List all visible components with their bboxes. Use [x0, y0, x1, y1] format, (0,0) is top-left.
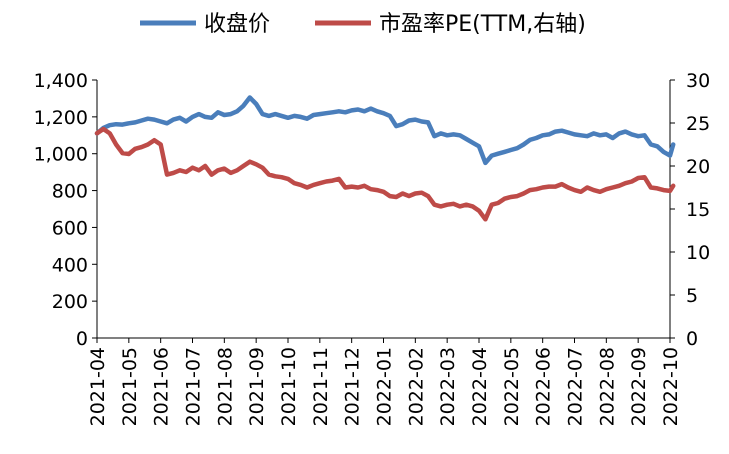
x-tick-label: 2022-09 [628, 347, 650, 426]
x-tick-label: 2022-10 [660, 347, 682, 426]
series-line-close-price [94, 95, 676, 166]
left-tick-label: 0 [76, 328, 88, 350]
left-tick-label: 800 [52, 181, 88, 203]
x-axis-ticks: 2021-04 2021-05 2021-06 2021-07 2021-08 2021-… [87, 338, 682, 426]
x-tick-label: 2021-08 [214, 347, 236, 426]
legend: 收盘价 市盈率PE(TTM,右轴) [140, 12, 586, 37]
left-tick-label: 200 [52, 291, 88, 313]
x-tick-label: 2022-01 [374, 347, 396, 426]
left-tick-label: 400 [52, 254, 88, 276]
x-tick-label: 2022-06 [533, 347, 555, 426]
right-tick-label: 5 [686, 285, 698, 307]
x-tick-label: 2022-08 [596, 347, 618, 426]
left-tick-label: 1,000 [34, 144, 88, 166]
left-tick-label: 600 [52, 217, 88, 239]
x-tick-label: 2021-10 [278, 347, 300, 426]
series-group [94, 95, 676, 222]
left-axis-ticks: 0 200 400 600 800 1,000 1,200 1,400 [34, 70, 97, 350]
x-tick-label: 2022-03 [437, 347, 459, 426]
x-tick-label: 2021-12 [342, 347, 364, 426]
x-tick-label: 2021-07 [183, 347, 205, 426]
left-tick-label: 1,200 [34, 107, 88, 129]
legend-label-pe-ratio: 市盈率PE(TTM,右轴) [379, 12, 586, 37]
x-tick-label: 2021-05 [119, 347, 141, 426]
x-tick-label: 2022-05 [501, 347, 523, 426]
series-line-pe-ratio [94, 126, 676, 222]
right-tick-label: 25 [686, 113, 710, 135]
x-tick-label: 2022-02 [405, 347, 427, 426]
legend-label-close-price: 收盘价 [204, 12, 270, 37]
x-tick-label: 2021-04 [87, 347, 109, 426]
x-tick-label: 2022-07 [565, 347, 587, 426]
x-tick-label: 2022-04 [469, 347, 491, 426]
right-tick-label: 10 [686, 242, 710, 264]
right-tick-label: 30 [686, 70, 710, 92]
left-tick-label: 1,400 [34, 70, 88, 92]
right-tick-label: 20 [686, 156, 710, 178]
x-tick-label: 2021-09 [246, 347, 268, 426]
right-tick-label: 0 [686, 328, 698, 350]
right-axis-ticks: 0 5 10 15 20 25 30 [670, 70, 710, 350]
right-tick-label: 15 [686, 199, 710, 221]
x-tick-label: 2021-11 [310, 347, 332, 426]
x-tick-label: 2021-06 [151, 347, 173, 426]
